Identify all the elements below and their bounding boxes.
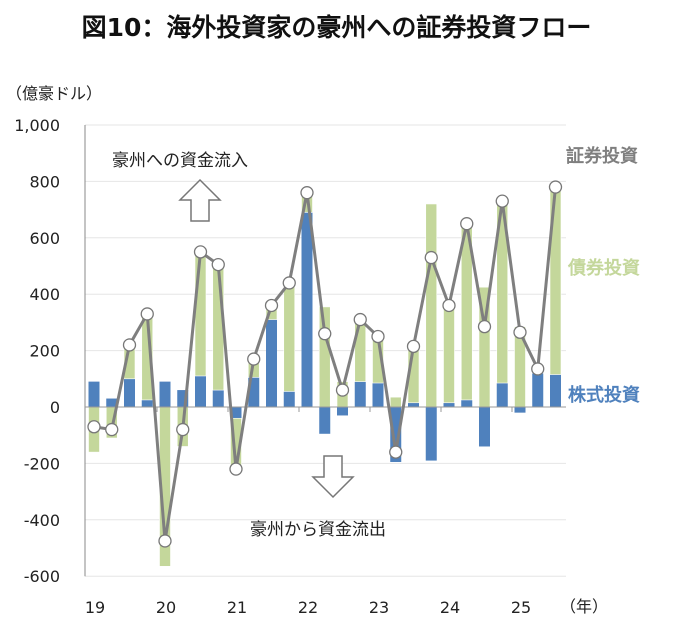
legend-total: 証券投資 <box>566 146 638 167</box>
total-point <box>389 445 403 459</box>
stock-bar <box>106 398 118 407</box>
x-tick-label: 23 <box>369 598 389 617</box>
total-point <box>531 362 545 376</box>
stock-bar <box>337 407 348 416</box>
stock-bar <box>443 402 455 407</box>
stock-bar <box>159 381 171 407</box>
x-tick-label: 24 <box>440 598 460 617</box>
stock-bar <box>550 374 561 407</box>
bond-bar <box>194 251 207 377</box>
stock-bar <box>354 381 366 407</box>
stock-bar <box>532 373 544 407</box>
total-point <box>211 257 225 272</box>
total-point <box>495 194 509 208</box>
y-axis-unit-label: （億豪ドル） <box>6 84 103 103</box>
y-tick-label: 0 <box>50 398 60 417</box>
total-point <box>460 217 474 231</box>
bond-bar <box>425 203 438 408</box>
total-point <box>442 298 456 313</box>
stock-bar <box>88 381 100 407</box>
stock-bar <box>390 407 402 462</box>
total-point <box>176 422 190 437</box>
stock-bar <box>230 407 242 419</box>
stock-bar <box>212 390 224 407</box>
total-point <box>371 329 385 344</box>
total-point <box>87 420 101 434</box>
down-arrow-icon <box>311 455 355 499</box>
bond-bar <box>212 264 225 391</box>
stock-bar <box>514 407 526 413</box>
stock-bar <box>425 407 437 461</box>
stock-bar <box>283 391 295 407</box>
bond-bar <box>283 282 296 392</box>
total-point <box>122 338 137 352</box>
stock-bar <box>195 375 206 407</box>
y-tick-label: 600 <box>29 229 60 248</box>
x-tick-label: 21 <box>227 598 247 617</box>
y-tick-label: 1,000 <box>14 116 60 135</box>
total-point <box>477 319 492 334</box>
stock-bar <box>301 212 313 407</box>
total-point <box>406 339 421 354</box>
total-point <box>424 250 438 265</box>
y-tick-label: -200 <box>24 454 60 473</box>
total-point <box>548 180 563 194</box>
stock-bar <box>141 399 153 407</box>
total-point <box>264 298 279 313</box>
y-tick-label: 200 <box>29 342 60 361</box>
legend-bond: 債券投資 <box>568 258 640 279</box>
total-point <box>105 422 119 437</box>
y-tick-label: -600 <box>24 567 60 586</box>
total-point <box>513 325 527 339</box>
x-tick-label: 20 <box>156 598 176 617</box>
total-point <box>158 534 172 548</box>
total-point <box>193 245 208 259</box>
x-tick-label: 19 <box>85 598 105 617</box>
legend-stock: 株式投資 <box>568 385 640 406</box>
total-point <box>229 462 243 476</box>
stock-bar <box>496 383 508 407</box>
y-tick-label: 400 <box>29 285 60 304</box>
total-point <box>282 276 296 290</box>
stock-bar <box>319 407 331 434</box>
stock-bar <box>479 407 490 447</box>
inflow-annotation: 豪州への資金流入 <box>112 151 248 171</box>
total-point <box>353 312 367 327</box>
stock-bar <box>372 383 384 407</box>
stock-bar <box>461 399 473 407</box>
outflow-annotation: 豪州から資金流出 <box>250 520 386 540</box>
stock-bar <box>177 390 189 407</box>
x-tick-label: 22 <box>298 598 318 617</box>
stock-bar <box>266 319 277 407</box>
stock-bar <box>408 402 419 407</box>
y-tick-label: -400 <box>24 511 60 530</box>
chart-title: 図10：海外投資家の豪州への証券投資フロー <box>81 13 592 42</box>
bond-bar <box>443 305 455 404</box>
total-point <box>300 186 314 200</box>
bond-bar <box>389 396 402 408</box>
stock-bar <box>124 378 135 407</box>
x-axis-unit-label: （年） <box>560 597 609 616</box>
up-arrow-icon <box>178 178 222 222</box>
stock-bar <box>248 377 260 407</box>
total-point <box>335 383 350 397</box>
y-tick-label: 800 <box>29 172 60 191</box>
total-point <box>318 327 332 341</box>
total-point <box>247 352 261 366</box>
x-tick-label: 25 <box>511 598 531 617</box>
total-point <box>140 307 154 321</box>
